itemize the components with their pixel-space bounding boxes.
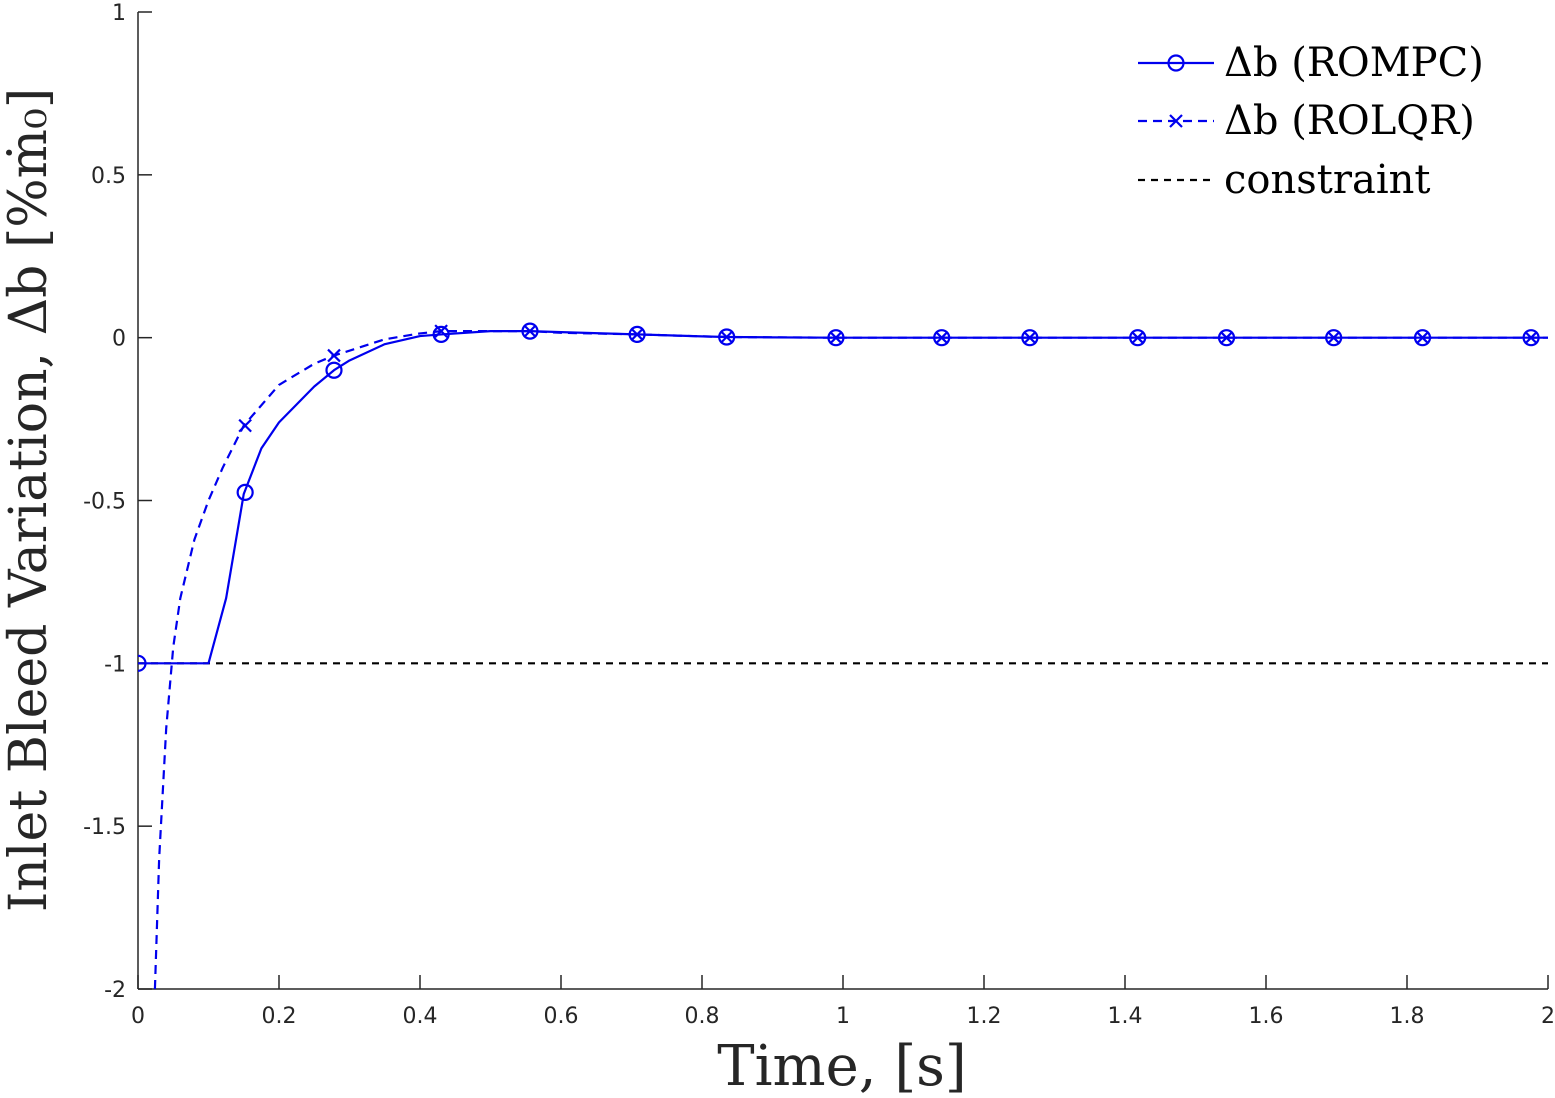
x-tick-label: 1.4 bbox=[1108, 1004, 1143, 1029]
data-point bbox=[521, 322, 539, 340]
y-tick-label: -1 bbox=[104, 652, 126, 677]
legend-label: Δb (ROLQR) bbox=[1224, 98, 1475, 144]
x-tick-label: 0.8 bbox=[685, 1004, 720, 1029]
x-tick-label: 0.2 bbox=[262, 1004, 297, 1029]
series-0 bbox=[138, 322, 1548, 672]
data-point bbox=[1325, 329, 1343, 347]
y-axis-label: Inlet Bleed Variation, Δb [%ṁ₀] bbox=[0, 88, 59, 912]
y-tick-label: -2 bbox=[104, 978, 126, 1003]
x-tick-label: 1.2 bbox=[967, 1004, 1002, 1029]
series-layer bbox=[138, 322, 1548, 989]
data-point bbox=[1217, 329, 1236, 347]
y-tick-label: -0.5 bbox=[83, 490, 126, 515]
y-tick-label: 0.5 bbox=[91, 164, 126, 189]
data-point bbox=[1522, 329, 1540, 347]
x-tick-label: 0.4 bbox=[403, 1004, 438, 1029]
data-point bbox=[718, 328, 736, 346]
data-point bbox=[238, 418, 252, 433]
legend: Δb (ROMPC) Δb (ROLQR) constraint bbox=[1138, 40, 1484, 203]
data-point bbox=[325, 361, 343, 379]
data-point bbox=[432, 325, 450, 344]
data-point bbox=[1413, 329, 1432, 347]
data-point bbox=[236, 483, 254, 501]
axes: 0 0.2 0.4 0.6 0.8 1 1.2 1.4 1.6 1.8 2 -2 -1.5 -1 -0.5 0… bbox=[83, 1, 1555, 1029]
x-tick-label: 0 bbox=[131, 1004, 145, 1029]
legend-marker bbox=[1169, 114, 1183, 128]
data-point bbox=[1129, 329, 1147, 347]
y-tick-label: 1 bbox=[112, 1, 126, 26]
x-tick-label: 1.6 bbox=[1249, 1004, 1284, 1029]
y-tick-label: 0 bbox=[112, 327, 126, 352]
data-point bbox=[1021, 329, 1039, 347]
data-point bbox=[628, 325, 646, 344]
legend-item: constraint bbox=[1138, 157, 1430, 203]
legend-label: Δb (ROMPC) bbox=[1224, 40, 1484, 86]
data-point bbox=[327, 348, 341, 363]
data-point bbox=[933, 329, 951, 347]
data-point bbox=[827, 329, 845, 347]
y-tick-label: -1.5 bbox=[83, 815, 126, 840]
legend-label: constraint bbox=[1224, 157, 1430, 203]
x-axis-label: Time, [s] bbox=[717, 1034, 967, 1098]
legend-item: Δb (ROMPC) bbox=[1138, 40, 1484, 86]
series-line bbox=[153, 330, 1548, 989]
legend-item: Δb (ROLQR) bbox=[1138, 98, 1475, 144]
data-point bbox=[138, 654, 147, 672]
legend-marker bbox=[1167, 54, 1185, 72]
x-tick-label: 1.8 bbox=[1390, 1004, 1425, 1029]
series-1 bbox=[153, 324, 1548, 989]
x-tick-label: 1 bbox=[836, 1004, 850, 1029]
x-tick-label: 0.6 bbox=[544, 1004, 579, 1029]
x-tick-label: 2 bbox=[1541, 1004, 1555, 1029]
series-line bbox=[138, 330, 1548, 665]
